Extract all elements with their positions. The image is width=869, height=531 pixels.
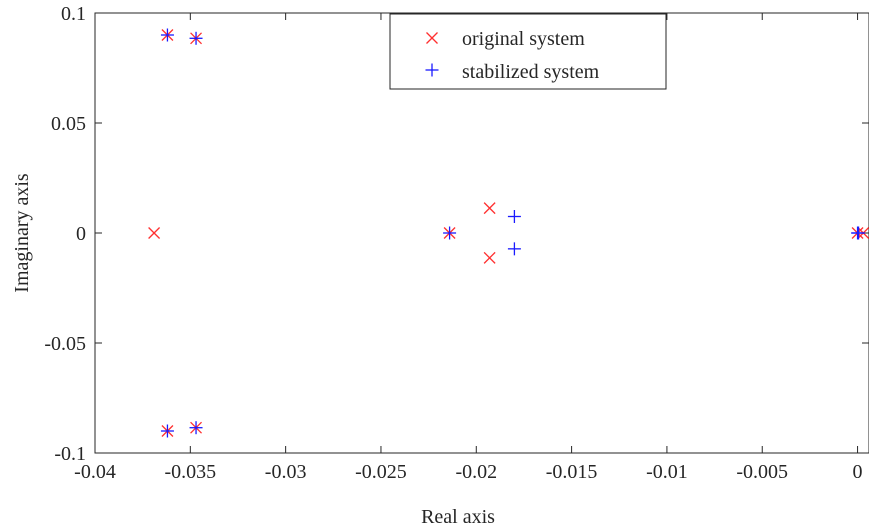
y-axis-label: Imaginary axis bbox=[11, 173, 33, 293]
stabilized-system-pole bbox=[160, 28, 174, 42]
y-tick-label: 0.1 bbox=[61, 3, 86, 25]
stabilized-system-pole bbox=[189, 31, 203, 45]
legend-plus-marker bbox=[425, 63, 439, 77]
stabilized-system-pole bbox=[160, 424, 174, 438]
data-markers bbox=[148, 28, 869, 438]
stabilized-system-pole bbox=[852, 226, 866, 240]
original-system-pole bbox=[148, 227, 161, 239]
stabilized-system-pole bbox=[443, 226, 457, 240]
x-axis-label: Real axis bbox=[421, 506, 495, 528]
x-tick-label: -0.025 bbox=[355, 461, 407, 483]
legend-label-stabilized-system: stabilized system bbox=[462, 61, 600, 83]
x-tick-label: 0 bbox=[853, 461, 863, 483]
x-tick-label: -0.01 bbox=[646, 461, 688, 483]
x-tick-label: -0.035 bbox=[164, 461, 216, 483]
x-tick-label: -0.02 bbox=[455, 461, 497, 483]
y-tick-label: -0.1 bbox=[54, 443, 86, 465]
y-tick-label: -0.05 bbox=[44, 333, 86, 355]
stabilized-system-pole bbox=[507, 210, 521, 223]
legend-marker-stabilized-system bbox=[425, 63, 439, 77]
y-tick-label: 0 bbox=[76, 223, 86, 245]
legend-label-original-system: original system bbox=[462, 28, 585, 50]
original-system-pole bbox=[483, 202, 496, 215]
original-system-pole bbox=[483, 251, 496, 264]
stabilized-system-pole bbox=[189, 421, 203, 435]
x-tick-label: -0.03 bbox=[265, 461, 307, 483]
x-tick-label: -0.005 bbox=[736, 461, 788, 483]
stabilized-system-pole bbox=[507, 242, 521, 256]
legend-box bbox=[389, 13, 667, 90]
y-tick-label: 0.05 bbox=[51, 113, 86, 135]
y-axis-ticks: -0.1 -0.05 0 0.05 0.1 bbox=[44, 3, 869, 465]
legend: original system stabilized system bbox=[389, 13, 667, 90]
legend-x-marker bbox=[426, 32, 438, 44]
x-axis-ticks: -0.04 -0.035 -0.03 -0.025 -0.02 -0.015 -0.01 -0… bbox=[74, 13, 863, 483]
x-tick-label: -0.015 bbox=[546, 461, 598, 483]
legend-marker-original-system bbox=[426, 32, 438, 44]
x-tick-label: -0.04 bbox=[74, 461, 116, 483]
